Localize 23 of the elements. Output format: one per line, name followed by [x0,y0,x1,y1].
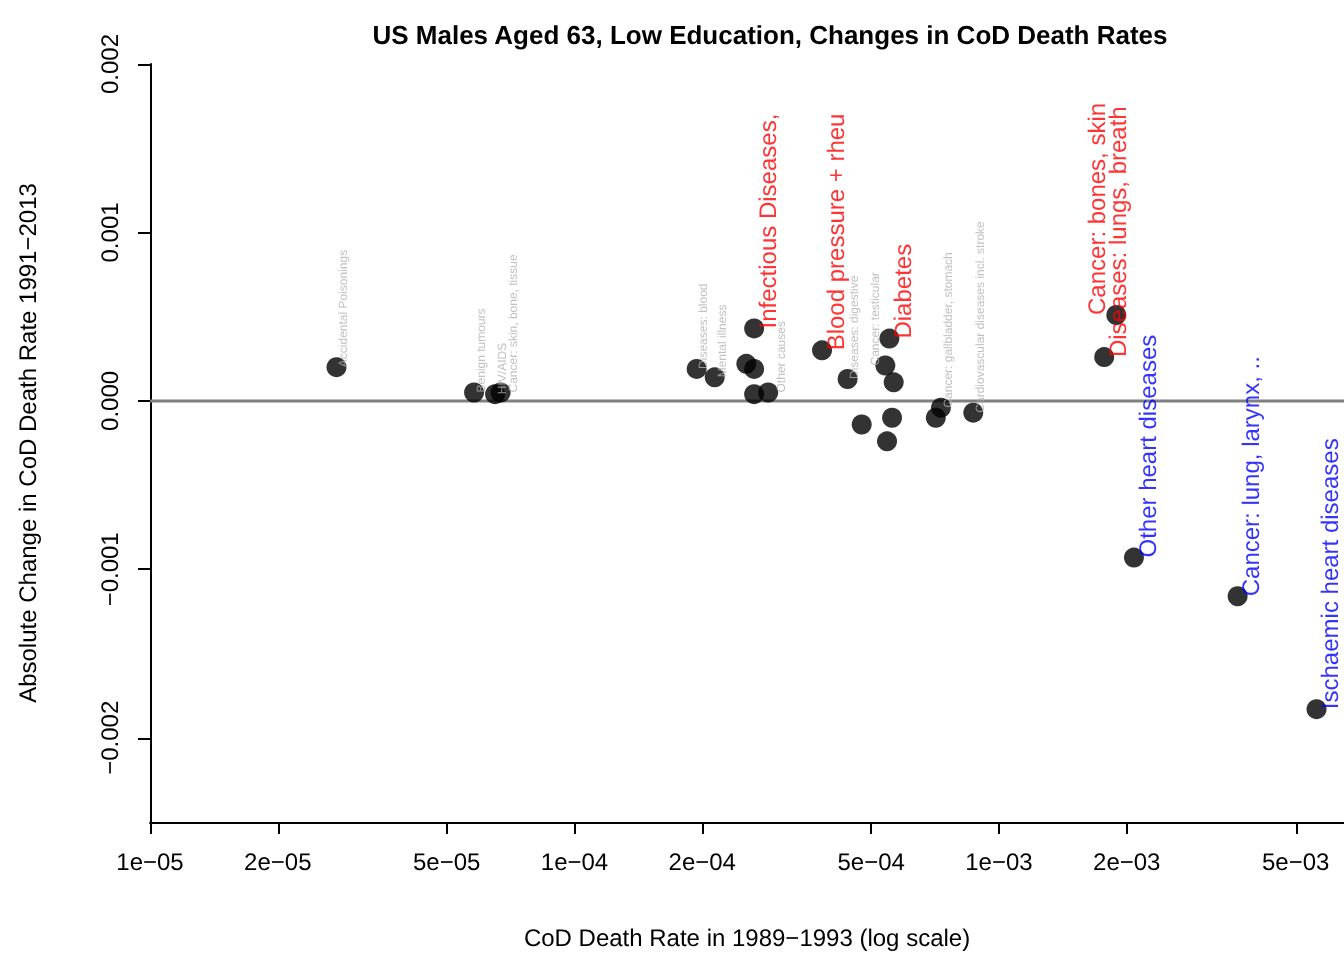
x-tick-label: 2e−03 [1093,848,1162,876]
y-tick-label: 0.002 [96,33,124,95]
x-tick-label: 1e−05 [116,848,185,876]
data-label: Blood pressure + rheu [821,113,850,351]
data-label: Cancer: bones, skin [1082,102,1111,315]
data-label: Diabetes [889,243,917,339]
x-tick-label: 2e−04 [668,848,737,876]
x-tick-label: 5e−05 [412,848,482,876]
x-tick-label: 1e−03 [965,848,1034,876]
x-tick-label: 5e−03 [1261,848,1330,876]
x-tick-label: 2e−05 [244,848,313,876]
x-tick-label: 1e−04 [540,848,609,876]
x-tick-label: 5e−04 [837,848,906,876]
y-tick-label: 0.000 [96,370,124,431]
y-tick-label: −0.001 [96,531,124,607]
y-tick-label: −0.002 [96,700,124,775]
chart-title: US Males Aged 63, Low Education, Changes in CoD Death Rates [372,20,1168,50]
y-tick-label: 0.001 [96,201,124,263]
y-axis-title: Absolute Change in CoD Death Rate 1991−2013 [14,182,42,703]
data-label: Other heart diseases [1133,334,1162,558]
data-label: Ischaemic heart diseases [1316,438,1344,710]
data-label: Cancer: lung, larynx, .. [1237,356,1266,597]
x-axis-title: CoD Death Rate in 1989−1993 (log scale) [523,924,971,952]
